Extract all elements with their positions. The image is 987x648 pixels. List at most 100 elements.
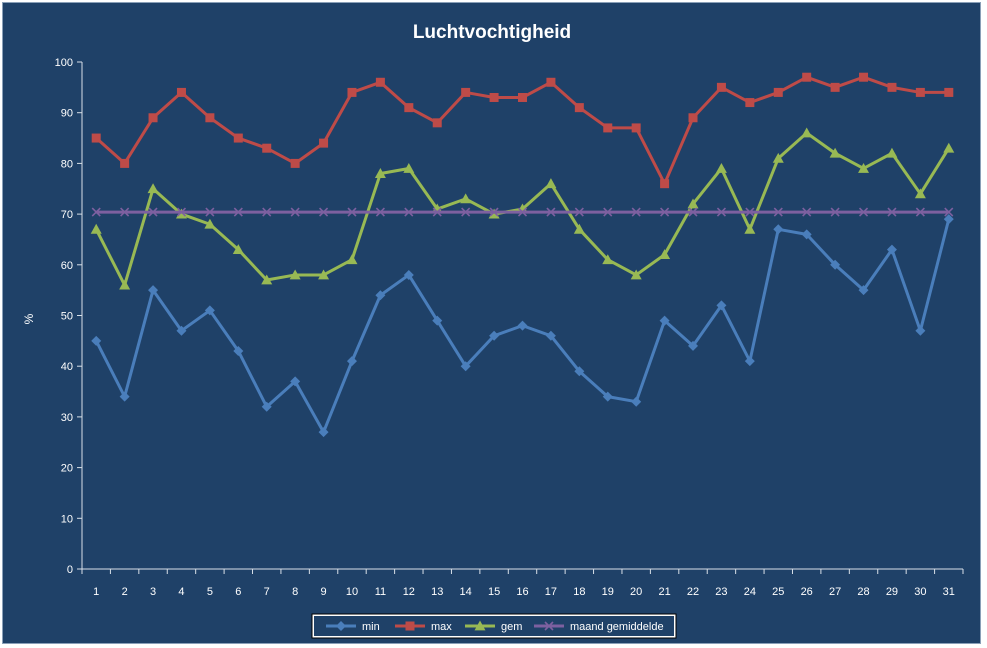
data-point-max xyxy=(404,103,414,113)
data-point-min xyxy=(489,330,500,341)
legend-marker xyxy=(336,621,346,631)
chart-title: Luchtvochtigheid xyxy=(413,22,571,43)
data-point-maand-gemiddelde xyxy=(546,207,556,217)
data-point-min xyxy=(830,259,841,270)
marker-x-stroke xyxy=(461,207,471,217)
marker-x-stroke xyxy=(915,207,925,217)
data-point-gem xyxy=(772,152,784,163)
data-point-min xyxy=(204,305,215,316)
data-point-maand-gemiddelde xyxy=(660,207,670,217)
marker-x-stroke xyxy=(660,207,670,217)
data-point-max xyxy=(915,87,925,97)
x-tick-label: 7 xyxy=(264,586,270,598)
data-point-min xyxy=(460,361,471,372)
marker-x-stroke xyxy=(603,207,613,217)
data-point-min xyxy=(631,396,642,407)
data-point-maand-gemiddelde xyxy=(262,207,272,217)
data-point-gem xyxy=(261,274,273,285)
x-tick-label: 14 xyxy=(460,586,472,598)
legend-item-min: min xyxy=(326,621,380,633)
marker-x-stroke xyxy=(858,207,869,217)
data-point-max xyxy=(91,133,101,143)
data-point-maand-gemiddelde xyxy=(517,207,528,217)
x-tick-label: 15 xyxy=(488,586,500,598)
x-tick-label: 10 xyxy=(346,586,358,598)
series-max xyxy=(91,72,954,189)
data-point-maand-gemiddelde xyxy=(915,207,925,217)
y-tick-label: 70 xyxy=(61,209,73,221)
data-point-min xyxy=(801,229,812,240)
data-point-gem xyxy=(232,244,244,254)
data-point-gem xyxy=(346,254,358,265)
legend-label: gem xyxy=(501,621,522,633)
marker-x-stroke xyxy=(148,207,158,217)
data-point-min xyxy=(716,300,727,311)
data-point-max xyxy=(574,103,584,113)
data-point-max xyxy=(489,92,499,102)
data-point-gem xyxy=(573,223,585,234)
x-tick-label: 1 xyxy=(93,586,99,598)
data-point-min xyxy=(688,340,699,351)
y-tick-label: 80 xyxy=(61,158,73,170)
data-point-maand-gemiddelde xyxy=(688,207,698,217)
data-point-maand-gemiddelde xyxy=(176,207,187,217)
x-tick-label: 5 xyxy=(207,586,213,598)
data-point-min xyxy=(290,376,301,387)
data-point-min xyxy=(346,356,357,367)
data-point-maand-gemiddelde xyxy=(375,207,385,217)
data-point-maand-gemiddelde xyxy=(91,207,101,217)
series-maand-gemiddelde xyxy=(91,207,954,217)
data-point-min xyxy=(773,224,784,235)
x-tick-label: 9 xyxy=(321,586,327,598)
data-point-maand-gemiddelde xyxy=(944,207,954,217)
marker-x-stroke xyxy=(91,207,101,217)
data-point-min xyxy=(574,366,585,377)
data-point-max xyxy=(688,113,698,123)
series-gem xyxy=(90,127,955,290)
data-point-maand-gemiddelde xyxy=(461,207,471,217)
marker-x-stroke xyxy=(944,207,954,217)
data-point-max xyxy=(546,77,556,87)
data-point-min xyxy=(91,335,102,346)
data-point-max xyxy=(461,87,471,97)
marker-x-stroke xyxy=(432,207,442,217)
data-point-maand-gemiddelde xyxy=(432,207,442,217)
data-point-min xyxy=(318,427,329,438)
x-tick-label: 20 xyxy=(630,586,642,598)
data-point-maand-gemiddelde xyxy=(233,207,243,217)
legend-label: max xyxy=(431,621,452,633)
data-point-max xyxy=(518,92,527,102)
data-point-maand-gemiddelde xyxy=(773,207,783,217)
data-point-maand-gemiddelde xyxy=(631,207,641,217)
data-point-max xyxy=(745,98,755,108)
data-point-maand-gemiddelde xyxy=(290,207,300,217)
data-point-maand-gemiddelde xyxy=(887,207,897,217)
data-point-min xyxy=(886,244,897,255)
marker-x-stroke xyxy=(290,207,300,217)
x-tick-label: 17 xyxy=(545,586,557,598)
y-tick-label: 40 xyxy=(61,361,73,373)
data-point-max xyxy=(233,133,243,143)
data-point-gem xyxy=(659,249,671,260)
x-tick-label: 31 xyxy=(943,586,955,598)
data-point-gem xyxy=(119,279,131,290)
marker-x-stroke xyxy=(544,621,554,631)
legend-label: min xyxy=(362,621,380,633)
data-point-maand-gemiddelde xyxy=(205,207,215,217)
legend-marker xyxy=(544,621,554,631)
data-point-max xyxy=(319,138,329,148)
data-point-gem xyxy=(715,162,727,173)
data-point-maand-gemiddelde xyxy=(858,207,869,217)
marker-x-stroke xyxy=(546,207,556,217)
data-point-gem xyxy=(858,162,870,173)
x-tick-label: 22 xyxy=(687,586,699,598)
x-tick-label: 12 xyxy=(403,586,415,598)
marker-x-stroke xyxy=(517,207,528,217)
data-point-min xyxy=(233,345,244,356)
x-tick-label: 16 xyxy=(516,586,528,598)
marker-x-stroke xyxy=(347,207,357,217)
x-tick-label: 25 xyxy=(772,586,784,598)
data-point-min xyxy=(659,315,670,326)
